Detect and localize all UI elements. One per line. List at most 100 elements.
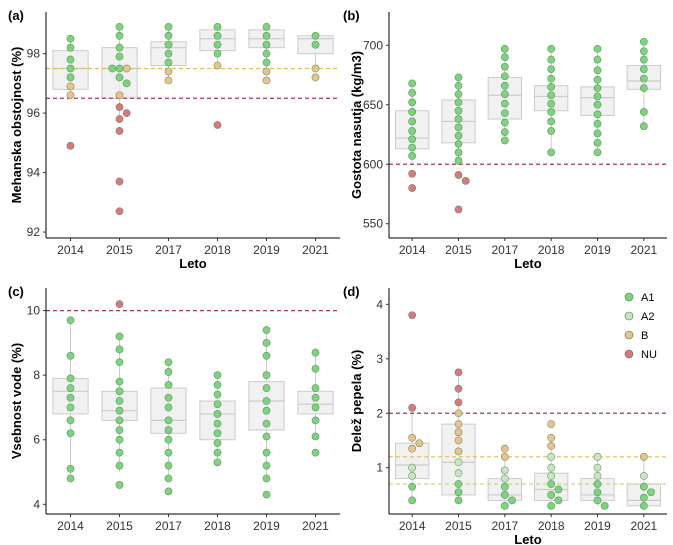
- data-point-A1: [115, 416, 124, 425]
- data-point-B: [164, 76, 173, 85]
- data-point-A1: [647, 488, 655, 497]
- data-point-A1: [639, 493, 648, 502]
- data-point-A1: [213, 439, 222, 447]
- data-point-A1: [164, 448, 173, 457]
- data-point-A1: [311, 348, 320, 357]
- data-point-A1: [66, 55, 75, 64]
- data-point-A1: [454, 115, 463, 123]
- data-point-A2: [408, 471, 417, 480]
- data-point-A1: [454, 98, 463, 107]
- y-tick-label: 94: [27, 166, 41, 180]
- data-point-NU: [454, 384, 463, 393]
- data-point-A1: [311, 364, 320, 373]
- x-axis-title: Leto: [514, 532, 542, 545]
- data-point-A1: [547, 91, 556, 100]
- legend-swatch-B: [624, 330, 634, 340]
- data-point-A1: [311, 384, 320, 392]
- data-point-A1: [262, 448, 271, 457]
- data-point-A1: [66, 64, 75, 73]
- data-point-A1: [311, 403, 320, 412]
- data-point-A1: [66, 316, 75, 325]
- data-point-A1: [593, 84, 602, 93]
- y-axis-title: Delež pepela (%): [349, 350, 364, 453]
- data-point-A1: [547, 491, 556, 499]
- data-point-A1: [593, 75, 602, 84]
- data-point-B: [66, 91, 75, 100]
- data-point-A1: [164, 426, 173, 434]
- x-tick-label: 2019: [584, 519, 611, 533]
- data-point-NU: [115, 127, 124, 135]
- data-point-A1: [164, 22, 173, 31]
- data-point-B: [500, 452, 509, 461]
- data-point-A1: [164, 416, 173, 425]
- data-point-A1: [115, 22, 124, 31]
- data-point-A1: [115, 64, 124, 73]
- data-point-A1: [164, 403, 173, 412]
- data-point-NU: [461, 177, 470, 185]
- data-point-A1: [593, 66, 602, 75]
- data-point-A1: [66, 429, 75, 438]
- x-tick-label: 2014: [57, 519, 84, 533]
- data-point-A1: [213, 429, 222, 438]
- data-point-A1: [500, 62, 509, 71]
- data-point-A1: [164, 474, 173, 483]
- data-point-A1: [164, 393, 173, 402]
- data-point-B: [454, 436, 463, 445]
- data-point-A1: [639, 501, 648, 510]
- data-point-A1: [213, 390, 222, 399]
- x-tick-label: 2021: [630, 243, 657, 257]
- data-point-A1: [500, 72, 509, 81]
- data-point-A1: [262, 338, 271, 347]
- data-point-A1: [66, 43, 75, 52]
- data-point-A1: [639, 108, 648, 116]
- data-point-B: [500, 444, 509, 453]
- y-tick-label: 2: [376, 406, 383, 420]
- data-point-A1: [66, 384, 75, 392]
- y-tick-label: 92: [27, 225, 41, 239]
- x-tick-label: 2021: [302, 519, 329, 533]
- data-point-A1: [164, 358, 173, 367]
- data-point-A2: [547, 452, 556, 461]
- data-point-NU: [454, 205, 463, 214]
- x-tick-label: 2021: [302, 243, 329, 257]
- data-point-A1: [262, 326, 271, 334]
- data-point-A1: [547, 480, 556, 488]
- y-tick-label: 550: [363, 217, 383, 231]
- data-point-A1: [408, 496, 417, 505]
- data-point-A1: [508, 496, 516, 505]
- data-point-A1: [115, 481, 124, 489]
- data-point-A1: [164, 40, 173, 49]
- panel-letter: (b): [343, 8, 360, 23]
- data-point-A1: [115, 332, 124, 341]
- data-point-A1: [262, 397, 271, 405]
- panel-2: (c) 4 6 8 10 2014 2015 2017 2018 2019 2021 Vsebnost…: [8, 284, 340, 533]
- data-point-A1: [547, 99, 556, 108]
- data-point-A1: [213, 400, 222, 409]
- data-point-NU: [115, 115, 124, 123]
- data-point-A1: [454, 73, 463, 82]
- data-point-A1: [593, 44, 602, 53]
- data-point-A1: [639, 37, 648, 46]
- data-point-A2: [547, 463, 556, 472]
- data-point-A1: [164, 49, 173, 58]
- data-point-A1: [115, 387, 124, 396]
- x-tick-label: 2017: [155, 519, 182, 533]
- data-point-A1: [408, 88, 417, 97]
- data-point-A1: [454, 496, 463, 505]
- data-point-B: [415, 439, 424, 448]
- data-point-B: [164, 67, 173, 76]
- data-point-A1: [593, 110, 602, 119]
- data-point-B: [115, 91, 124, 100]
- x-tick-label: 2018: [538, 519, 565, 533]
- data-point-NU: [115, 207, 124, 216]
- data-point-A1: [311, 416, 320, 425]
- data-point-A1: [115, 435, 124, 444]
- data-point-A1: [639, 65, 648, 73]
- data-point-A1: [500, 99, 509, 108]
- data-point-A1: [262, 49, 271, 58]
- x-tick-label: 2019: [253, 243, 280, 257]
- data-point-A1: [593, 480, 602, 488]
- x-tick-label: 2017: [491, 243, 518, 257]
- y-tick-label: 8: [33, 368, 40, 382]
